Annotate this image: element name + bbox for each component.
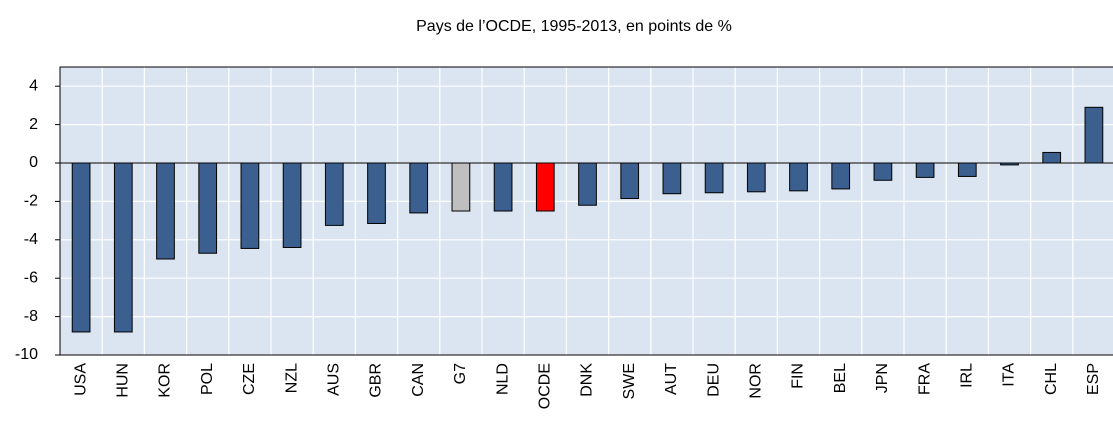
bar [240,162,260,249]
bar [113,162,133,333]
x-tick-label: DNK [579,363,596,397]
y-tick-label: -6 [24,269,38,286]
x-tick-label: NOR [748,363,765,399]
bar [873,162,893,181]
x-tick-label: ITA [1001,363,1018,387]
bar [831,162,851,190]
x-tick-label: JPN [874,363,891,393]
bar [915,162,935,178]
bar [451,162,471,212]
y-tick-label: 2 [29,116,38,133]
x-tick-label: KOR [157,363,174,398]
y-tick-label: -8 [24,308,38,325]
bar [789,162,808,192]
x-tick-label: CAN [410,363,427,397]
bar [1084,106,1104,164]
bar [535,162,555,212]
plot-area [60,67,1113,355]
bar [746,162,766,193]
x-tick-label: OCDE [537,363,554,409]
bar [662,162,682,195]
x-tick-label: AUT [663,363,680,395]
x-tick-label: POL [199,363,216,395]
x-tick-label: IRL [959,363,976,388]
x-tick-label: CHL [1043,363,1060,395]
x-tick-label: HUN [115,363,132,398]
x-tick-label: G7 [452,363,469,384]
bar [620,162,640,200]
bar [324,162,344,226]
y-tick-label: 4 [29,77,38,94]
x-tick-label: FIN [790,363,807,389]
bar [367,162,386,224]
x-tick-label: SWE [621,363,638,399]
bar [578,162,597,206]
x-tick-label: CZE [241,363,258,395]
y-tick-label: -10 [15,346,38,363]
y-tick-label: -2 [24,193,38,210]
bar [282,162,302,248]
x-tick-label: BEL [832,363,849,393]
bar [198,162,218,254]
x-tick-label: AUS [326,363,343,396]
x-tick-label: NLD [494,363,511,395]
x-tick-label: ESP [1085,363,1102,395]
y-tick-label: -4 [24,231,38,248]
x-tick-label: NZL [283,363,300,393]
bar [71,162,91,333]
plot-border [59,66,1113,356]
bar [493,162,513,212]
chart-title: Pays de l’OCDE, 1995-2013, en points de … [416,18,732,35]
bar [704,162,724,194]
bar [1000,162,1019,166]
bar [957,162,977,177]
x-tick-label: DEU [705,363,722,397]
y-tick-label: 0 [29,154,38,171]
bar [1042,151,1062,164]
bar [409,162,429,214]
x-tick-label: USA [72,363,89,396]
bar [156,162,175,260]
x-tick-label: FRA [916,363,933,395]
x-tick-label: GBR [368,363,385,398]
